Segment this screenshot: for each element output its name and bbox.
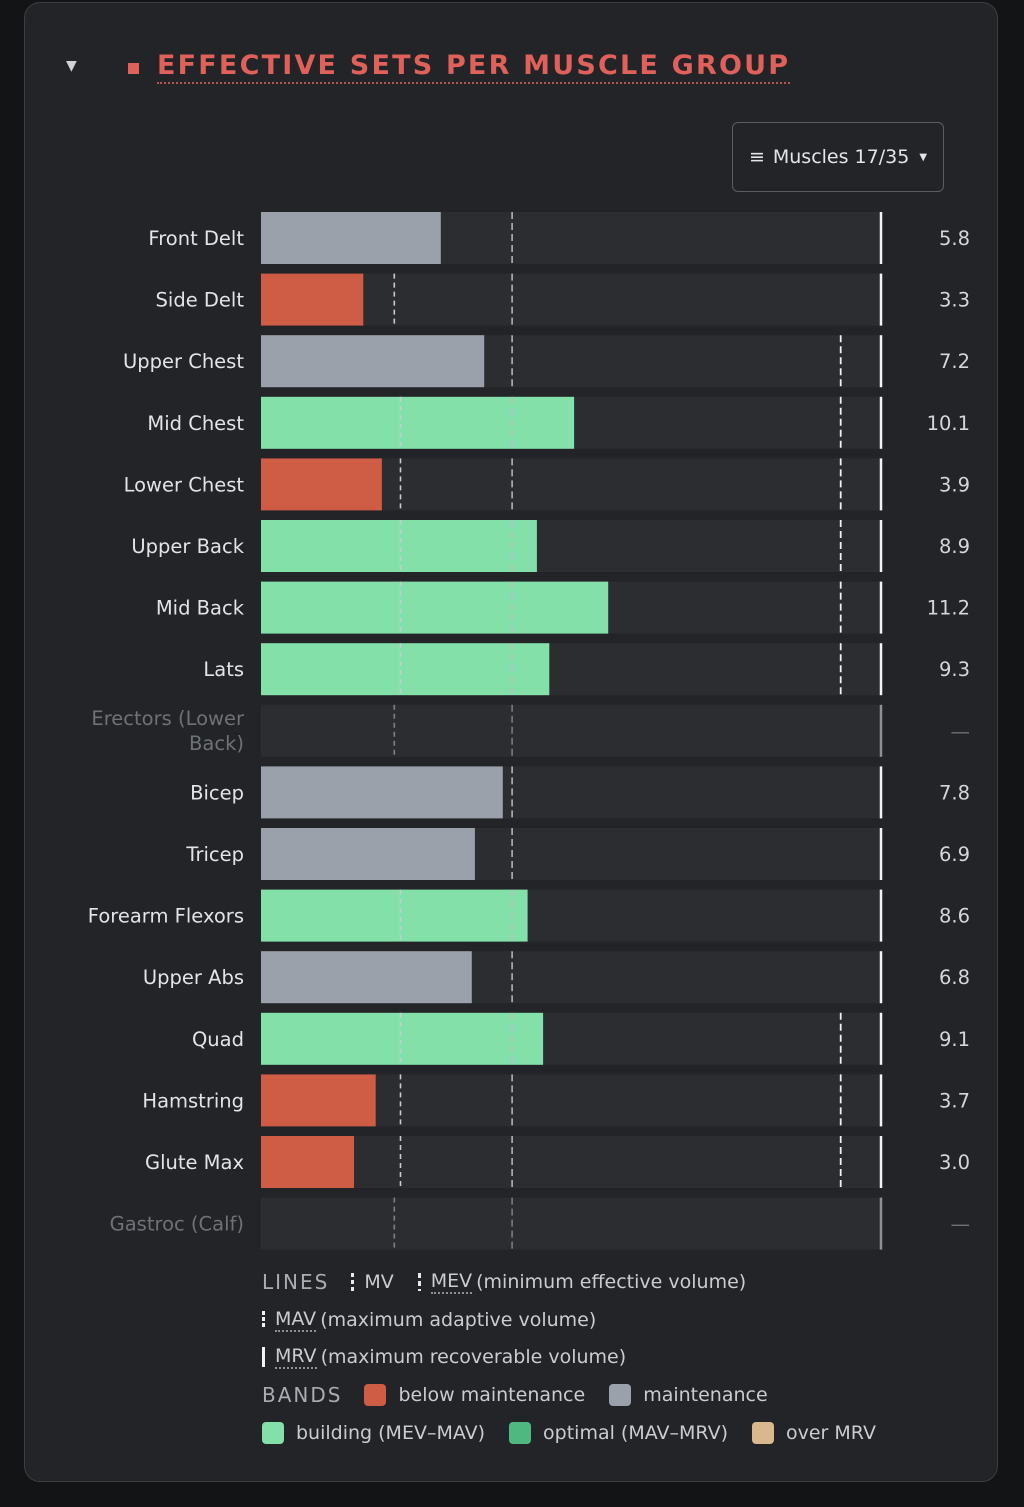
bar bbox=[261, 581, 609, 634]
bar bbox=[261, 335, 485, 388]
maintenance-swatch bbox=[609, 1384, 632, 1406]
bar bbox=[261, 1136, 354, 1188]
value-label: 10.1 bbox=[927, 412, 970, 435]
legend-lines-caption: LINES bbox=[262, 1270, 330, 1294]
legend-mev-desc: (minimum effective volume) bbox=[476, 1271, 747, 1293]
legend-mrv-row: MRV (maximum recoverable volume) bbox=[262, 1345, 626, 1369]
category-label: Bicep bbox=[190, 781, 244, 804]
bar bbox=[261, 643, 550, 696]
legend-mav-row: MAV (maximum adaptive volume) bbox=[262, 1308, 596, 1332]
legend-mrv-abbr[interactable]: MRV bbox=[275, 1345, 317, 1369]
category-label: Gastroc (Calf) bbox=[110, 1213, 244, 1236]
category-label: Upper Chest bbox=[123, 350, 244, 373]
legend-mav-desc: (maximum adaptive volume) bbox=[320, 1309, 597, 1331]
legend-over-mrv: over MRV bbox=[785, 1422, 876, 1444]
legend-optimal: optimal (MAV–MRV) bbox=[543, 1422, 728, 1444]
bar bbox=[261, 1012, 544, 1065]
legend-mv: MV bbox=[364, 1271, 394, 1293]
menu-lines-icon: ≡ bbox=[748, 146, 765, 168]
value-label: 9.3 bbox=[939, 658, 970, 681]
value-label: 7.2 bbox=[939, 350, 970, 373]
mev-line-icon bbox=[417, 1273, 421, 1291]
chart-title[interactable]: EFFECTIVE SETS PER MUSCLE GROUP bbox=[157, 50, 791, 84]
category-label: Tricep bbox=[185, 843, 244, 866]
bar-track bbox=[261, 273, 881, 326]
bar bbox=[261, 273, 364, 326]
mrv-line-icon bbox=[262, 1347, 265, 1367]
value-label: 8.6 bbox=[939, 905, 970, 928]
muscles-filter-label: Muscles 17/35 bbox=[772, 146, 910, 168]
legend-maintenance: maintenance bbox=[643, 1384, 768, 1406]
bar bbox=[261, 889, 528, 942]
value-label: 6.8 bbox=[939, 966, 970, 989]
category-label: Mid Chest bbox=[147, 412, 244, 435]
legend-below-maintenance: below maintenance bbox=[398, 1384, 586, 1406]
bar bbox=[261, 396, 575, 449]
value-label: 11.2 bbox=[927, 597, 970, 620]
category-label: Glute Max bbox=[145, 1151, 244, 1174]
bar bbox=[261, 951, 472, 1004]
building-swatch bbox=[262, 1422, 284, 1444]
bar bbox=[261, 828, 475, 880]
value-label: 3.0 bbox=[939, 1151, 970, 1174]
below-maintenance-swatch bbox=[364, 1384, 387, 1406]
value-label: 5.8 bbox=[939, 227, 970, 250]
optimal-swatch bbox=[509, 1422, 532, 1444]
legend-bands-row-2: building (MEV–MAV) optimal (MAV–MRV) ove… bbox=[262, 1422, 876, 1444]
bar bbox=[261, 520, 537, 572]
bar bbox=[261, 766, 503, 819]
category-label: Front Delt bbox=[148, 227, 244, 250]
bar-track bbox=[261, 1197, 881, 1250]
bar bbox=[261, 212, 441, 264]
mav-line-icon bbox=[262, 1311, 265, 1329]
bar bbox=[261, 458, 382, 511]
legend-bands-caption: BANDS bbox=[262, 1383, 343, 1407]
value-label: 6.9 bbox=[939, 843, 970, 866]
legend-building: building (MEV–MAV) bbox=[296, 1422, 486, 1444]
over-mrv-swatch bbox=[751, 1422, 774, 1444]
value-label: 3.7 bbox=[939, 1089, 970, 1112]
legend-mav-abbr[interactable]: MAV bbox=[275, 1308, 317, 1332]
value-label: 7.8 bbox=[939, 781, 970, 804]
dropdown-arrow-icon: ▼ bbox=[919, 151, 928, 163]
category-label: Upper Abs bbox=[143, 966, 244, 989]
category-label: Hamstring bbox=[142, 1089, 244, 1112]
category-label: Lats bbox=[203, 658, 244, 681]
category-label: Quad bbox=[192, 1028, 244, 1051]
muscles-filter-button[interactable]: ≡ Muscles 17/35 ▼ bbox=[732, 122, 944, 192]
value-label: 8.9 bbox=[939, 535, 970, 558]
category-label: Side Delt bbox=[156, 289, 245, 312]
section-header: EFFECTIVE SETS PER MUSCLE GROUP bbox=[128, 50, 791, 84]
value-label: — bbox=[951, 1213, 971, 1236]
title-marker bbox=[128, 62, 139, 74]
category-label: Lower Chest bbox=[124, 473, 245, 496]
bar bbox=[261, 1074, 376, 1127]
value-label: 9.1 bbox=[939, 1028, 970, 1051]
legend-mrv-desc: (maximum recoverable volume) bbox=[320, 1346, 627, 1368]
legend-bands-row: BANDS below maintenance maintenance bbox=[262, 1383, 768, 1407]
value-label: 3.9 bbox=[939, 473, 970, 496]
category-label: Forearm Flexors bbox=[88, 905, 244, 928]
category-label: Upper Back bbox=[131, 535, 244, 558]
bar-chart: Front Delt 5.8 Side Delt 3.3 Upper Chest 7.2 M… bbox=[88, 212, 971, 1250]
bar-track bbox=[261, 704, 881, 757]
bar-track bbox=[261, 1136, 881, 1188]
value-label: — bbox=[951, 720, 971, 743]
legend-mev-abbr[interactable]: MEV bbox=[430, 1270, 473, 1294]
mv-line-icon bbox=[351, 1273, 355, 1291]
category-label: Erectors (Lower Back) bbox=[91, 707, 245, 755]
value-label: 3.3 bbox=[939, 289, 970, 312]
category-label: Mid Back bbox=[156, 597, 245, 620]
legend-lines-row: LINES MV MEV (minimum effective volume) bbox=[262, 1270, 746, 1294]
caret-down-icon[interactable]: ▼ bbox=[66, 58, 77, 74]
